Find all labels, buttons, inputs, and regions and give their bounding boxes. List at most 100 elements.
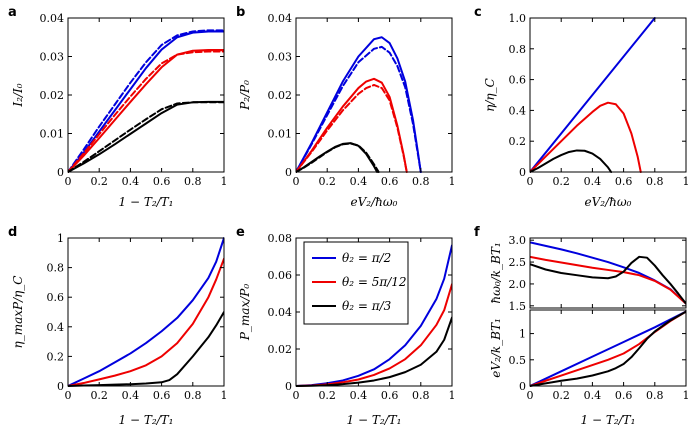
y-tick-label: 0.02: [268, 89, 293, 102]
series-line-a-0: [68, 30, 224, 173]
x-tick-label: 0.2: [318, 175, 336, 188]
series-line-f_bottom-0: [530, 310, 686, 387]
y-tick-label: 0: [57, 380, 64, 393]
series-line-a-5: [68, 101, 224, 173]
series-line-b-5: [296, 142, 380, 173]
x-axis-label: 1 − T₂/T₁: [119, 195, 174, 209]
x-tick-label: 0.2: [318, 389, 336, 402]
x-axis-label: 1 − T₂/T₁: [347, 413, 402, 427]
x-tick-label: 0: [293, 175, 300, 188]
panel-label: a: [8, 5, 17, 20]
x-axis-label: 1 − T₂/T₁: [119, 413, 174, 427]
x-tick-label: 0.4: [350, 175, 368, 188]
series-line-f_bottom-2: [530, 310, 686, 387]
x-tick-label: 0.8: [646, 389, 664, 402]
y-tick-label: 0.01: [268, 128, 293, 141]
panel-label: d: [8, 225, 17, 240]
x-tick-label: 0: [65, 389, 72, 402]
series-line-c-1: [530, 101, 642, 173]
x-tick-label: 0.6: [615, 175, 633, 188]
x-tick-label: 0.8: [184, 175, 202, 188]
panel-d: 0 0.2 0.4 0.6 0.8 1 0 0.2 0.4 0.6 0.8 1 1 − T₂/T₁ η_m…: [8, 225, 228, 427]
series-line-a-2: [68, 48, 224, 173]
x-tick-label: 0.4: [584, 389, 602, 402]
x-tick-label: 0.6: [381, 175, 399, 188]
series-line-c-2: [530, 149, 613, 173]
x-tick-label: 0.4: [350, 389, 368, 402]
x-tick-label: 0: [65, 175, 72, 188]
y-tick-label: 0.8: [509, 43, 527, 56]
series-line-b-1: [296, 45, 422, 173]
x-tick-label: 0.2: [90, 389, 108, 402]
axes-frame: [67, 237, 225, 387]
y-tick-label: 0.04: [268, 12, 293, 25]
series-line-d-0: [68, 237, 224, 387]
series-group: [68, 237, 224, 387]
y-tick-label: 0.08: [268, 232, 293, 245]
y-tick-label: 0.02: [268, 343, 293, 356]
panel-label: e: [236, 225, 245, 240]
x-tick-label: 1: [449, 389, 456, 402]
x-tick-label: 0.2: [552, 389, 570, 402]
y-tick-label: 0.01: [40, 128, 65, 141]
axes-frame: [67, 17, 225, 173]
y-tick-label: 0: [57, 166, 64, 179]
y-axis-label: η/η_C: [483, 78, 497, 112]
series-line-e-2: [296, 316, 452, 387]
x-tick-label: 0.8: [412, 175, 430, 188]
y-axis-label: η_maxP/η_C: [11, 276, 25, 349]
series-group: [530, 17, 656, 173]
y-tick-label: 0.8: [47, 262, 65, 275]
panel-f_top: 1.5 2.0 2.5 3.0 ħω₀/k_BT₁ f: [474, 225, 687, 313]
x-tick-label: 0.8: [646, 175, 664, 188]
series-group: [296, 36, 422, 173]
axes-frame: [295, 17, 453, 173]
x-tick-label: 0: [293, 389, 300, 402]
series-group: [530, 241, 686, 305]
series-group: [296, 244, 452, 387]
legend: θ₂ = π/2 θ₂ = 5π/12 θ₂ = π/3: [303, 241, 409, 325]
y-tick-label: 0.04: [40, 12, 65, 25]
y-tick-label: 0.2: [47, 350, 65, 363]
x-axis-label: 1 − T₂/T₁: [581, 413, 636, 427]
legend-label: θ₂ = π/3: [342, 299, 392, 313]
x-tick-label: 0.6: [615, 389, 633, 402]
x-tick-label: 1: [683, 389, 689, 402]
x-tick-label: 0.4: [584, 175, 602, 188]
x-tick-label: 0.6: [153, 175, 171, 188]
y-tick-label: 1.5: [509, 300, 527, 313]
x-tick-label: 0.6: [153, 389, 171, 402]
x-tick-label: 0.4: [122, 175, 140, 188]
y-tick-label: 2.0: [509, 278, 527, 291]
series-line-f_top-2: [530, 255, 686, 305]
series-group: [68, 29, 224, 173]
x-tick-label: 0.6: [381, 389, 399, 402]
x-tick-label: 0.8: [184, 389, 202, 402]
y-axis-label: ħω₀/k_BT₁: [489, 242, 503, 303]
y-tick-label: 1: [519, 328, 526, 341]
series-line-f_top-0: [530, 241, 686, 305]
y-tick-label: 0.04: [268, 306, 293, 319]
y-tick-label: 0.2: [509, 135, 527, 148]
panel-label: b: [236, 5, 245, 20]
series-line-b-3: [296, 83, 408, 173]
legend-label: θ₂ = 5π/12: [342, 275, 407, 289]
series-line-a-1: [68, 29, 224, 173]
y-tick-label: 0.6: [509, 74, 527, 87]
series-group: [530, 310, 686, 387]
y-tick-label: 0: [519, 166, 526, 179]
y-tick-label: 0: [519, 380, 526, 393]
panel-e: 0 0.2 0.4 0.6 0.8 1 0 0.02 0.04 0.06 0.08 1 − T₂/T₁…: [236, 225, 456, 427]
series-line-f_top-1: [530, 255, 686, 305]
x-tick-label: 0: [527, 389, 534, 402]
x-axis-label: eV₂/ħω₀: [351, 195, 398, 209]
x-tick-label: 0.4: [122, 389, 140, 402]
y-tick-label: 0.03: [268, 51, 293, 64]
y-tick-label: 0.4: [47, 321, 65, 334]
y-tick-label: 1.0: [509, 12, 527, 25]
x-tick-label: 1: [221, 389, 228, 402]
series-line-d-1: [68, 257, 224, 387]
panel-f_bottom: 0 0.2 0.4 0.6 0.8 1 0 0.5 1 1 − T₂/T₁ eV₂/k_BT₁: [489, 309, 689, 427]
y-tick-label: 2.5: [509, 256, 527, 269]
